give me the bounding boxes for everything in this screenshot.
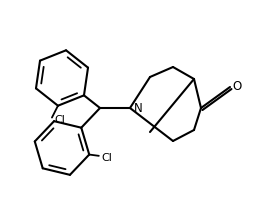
Text: Cl: Cl: [101, 153, 112, 163]
Text: O: O: [232, 81, 242, 94]
Text: Cl: Cl: [55, 114, 65, 125]
Text: N: N: [134, 102, 142, 114]
